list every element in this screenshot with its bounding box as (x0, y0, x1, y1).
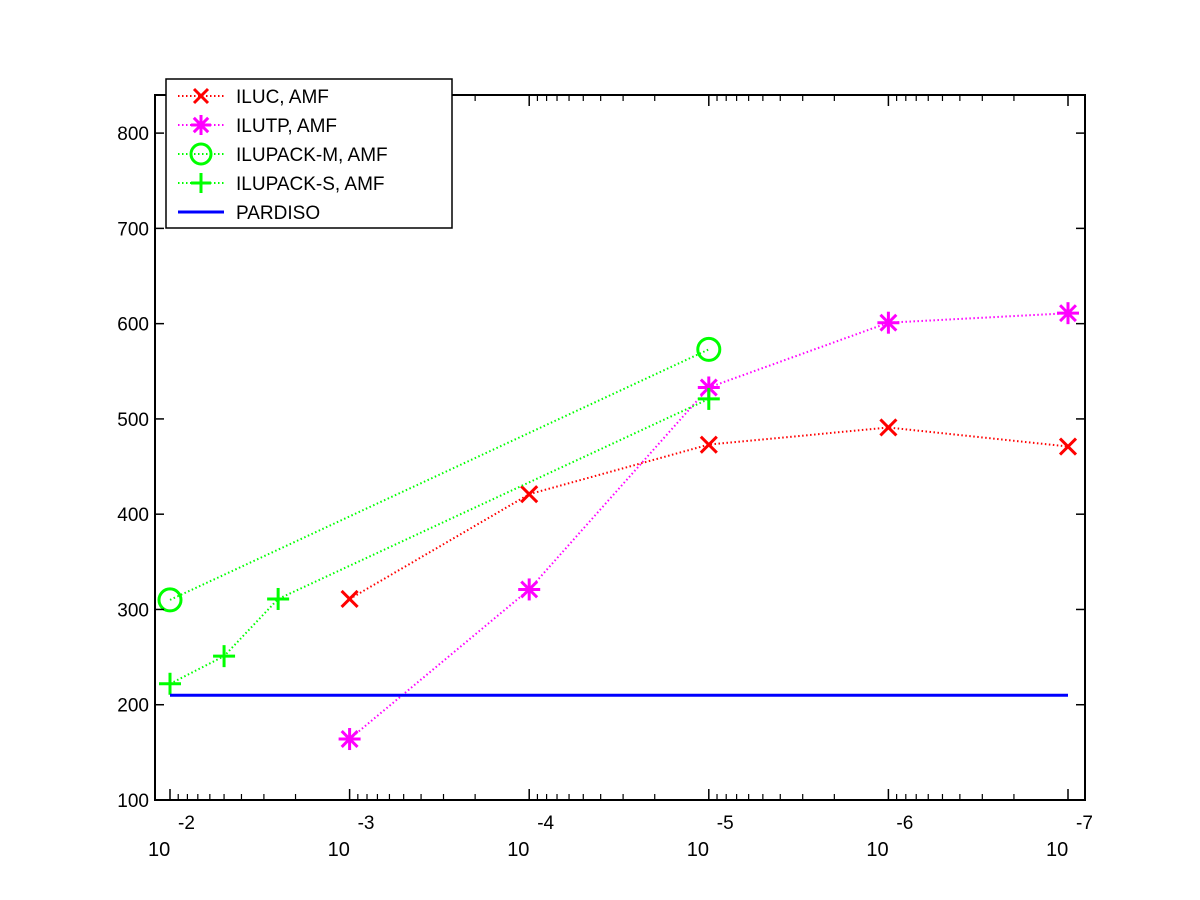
data-point (699, 435, 718, 454)
data-point (879, 418, 898, 437)
data-point (520, 485, 539, 504)
legend-entry: ILUPACK-M, AMF (178, 142, 388, 166)
legend-label: ILUPACK-M, AMF (236, 145, 388, 166)
data-point (1057, 302, 1079, 325)
data-point (267, 587, 290, 610)
x-tick-label-exponent: -2 (178, 813, 195, 834)
x-tick-label-exponent: -3 (358, 813, 375, 834)
legend-entry: ILUPACK-S, AMF (178, 173, 385, 195)
marker-circle (189, 142, 213, 166)
y-tick-label: 400 (117, 505, 149, 526)
x-tick-label-base: 10 (1046, 839, 1068, 861)
x-tick-label-exponent: -6 (896, 813, 913, 834)
data-point (1058, 437, 1078, 456)
legend-entry: ILUC, AMF (178, 87, 329, 108)
legend: ILUC, AMF ILUTP, AMF ILUPACK-M, AMF ILUPACK… (165, 78, 453, 229)
axes-frame (154, 94, 1086, 801)
legend-label: ILUPACK-S, AMF (236, 174, 385, 195)
y-tick-label: 600 (117, 315, 149, 336)
y-tick-label: 800 (117, 124, 149, 145)
series-0 (340, 418, 1078, 609)
data-point (159, 672, 181, 695)
legend-box (165, 78, 453, 229)
data-point (213, 645, 236, 668)
axis-ticks: 100 200 300 400 500 600 700 800 10 -2 10 -3 10 -4 10 -5… (117, 95, 1093, 861)
x-tick-label-base: 10 (328, 839, 350, 861)
series-line (169, 348, 710, 601)
legend-entry: ILUTP, AMF (178, 115, 337, 137)
x-tick-label-base: 10 (507, 839, 529, 861)
data-point (338, 728, 361, 751)
marker-x (192, 87, 210, 105)
x-tick-label-base: 10 (148, 839, 170, 861)
legend-label: ILUC, AMF (236, 87, 329, 108)
y-tick-label: 500 (117, 410, 149, 431)
legend-label: ILUTP, AMF (236, 116, 337, 137)
data-point (157, 587, 183, 613)
series-line (169, 397, 710, 685)
y-tick-label: 300 (117, 600, 149, 621)
data-point (518, 578, 541, 601)
marker-asterisk (191, 115, 211, 135)
x-tick-label-base: 10 (687, 839, 709, 861)
marker-plus (191, 173, 211, 193)
legend-label: PARDISO (236, 203, 320, 224)
legend-entry: PARDISO (178, 203, 320, 224)
data-point (340, 589, 359, 609)
data-point (697, 387, 720, 410)
x-tick-label-base: 10 (866, 839, 888, 861)
series-2 (157, 336, 722, 613)
y-tick-label: 200 (117, 696, 149, 717)
data-point (877, 311, 900, 334)
x-tick-label-exponent: -5 (717, 813, 734, 834)
y-tick-label: 100 (117, 791, 149, 812)
data-point (696, 336, 722, 362)
series-3 (159, 387, 720, 695)
y-tick-label: 700 (117, 219, 149, 240)
x-tick-label-exponent: -4 (537, 813, 554, 834)
x-tick-label-exponent: -7 (1076, 813, 1093, 834)
series-layer (157, 302, 1079, 751)
